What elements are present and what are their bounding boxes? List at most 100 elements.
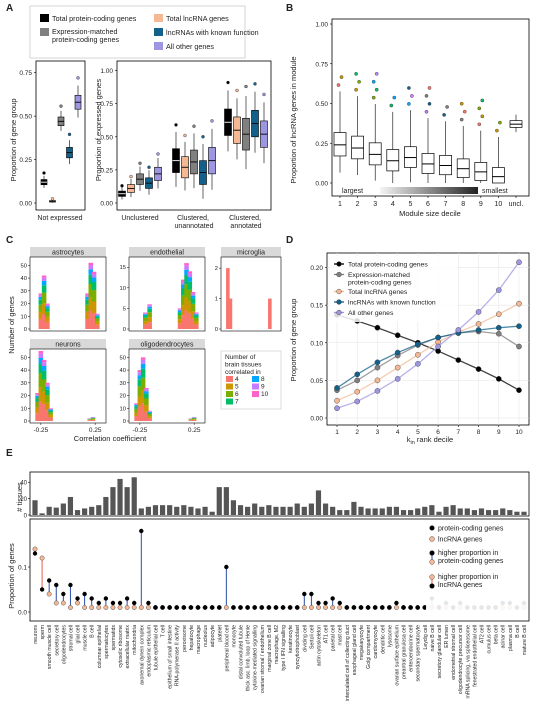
c-hist-segment bbox=[41, 280, 47, 286]
legend-a-swatch-0 bbox=[40, 14, 49, 22]
c-hist-segment bbox=[38, 353, 44, 358]
panel-d-ylabel: Proportion of gene group bbox=[289, 299, 298, 382]
e-protein-point bbox=[89, 596, 94, 601]
legend-c-swatch bbox=[252, 376, 259, 382]
c-hist-segment bbox=[38, 358, 44, 364]
e-category-label: secretory glandular cell bbox=[437, 625, 443, 678]
c-hist-segment bbox=[87, 419, 92, 420]
c-ytick-label: 15 bbox=[120, 265, 126, 271]
e-protein-point bbox=[408, 605, 413, 610]
e-top-bar bbox=[500, 508, 506, 515]
a-expressed-outlier bbox=[183, 133, 187, 138]
d-xtick-label: 8 bbox=[477, 429, 481, 436]
c-hist-segment bbox=[190, 298, 196, 304]
e-category-label: Leydig cell bbox=[423, 625, 429, 650]
c-ytick-label: 30 bbox=[21, 381, 27, 387]
e-category-label: secretory cell bbox=[54, 625, 60, 656]
e-lncrna-point bbox=[394, 605, 399, 610]
c-hist-segment bbox=[143, 313, 148, 315]
c-hist-segment bbox=[137, 396, 143, 407]
b-outlier bbox=[424, 94, 429, 98]
e-top-bar bbox=[415, 508, 421, 515]
panel-a-group-clustered-annotated: Clustered, annotated bbox=[229, 215, 263, 230]
e-top-bar bbox=[301, 506, 307, 515]
e-category-label: adipocyte bbox=[210, 625, 216, 647]
c-hist-segment bbox=[85, 299, 90, 305]
e-category-label: B cell bbox=[515, 625, 521, 638]
e-lncrna-point bbox=[124, 605, 130, 610]
e-category-label: cytokine-mediated signalling bbox=[253, 625, 259, 690]
e-top-bar bbox=[60, 503, 66, 515]
c-hist-segment bbox=[38, 373, 44, 388]
e-protein-point bbox=[209, 605, 215, 610]
b-outlier bbox=[374, 71, 379, 76]
a-expressed-outlier bbox=[253, 82, 257, 86]
c-hist-segment bbox=[48, 408, 53, 410]
e-top-bar bbox=[174, 506, 180, 515]
e-protein-point bbox=[139, 528, 144, 534]
d-ytick-label: 0.05 bbox=[310, 378, 323, 385]
e-top-bar bbox=[237, 505, 244, 515]
e-protein-point bbox=[160, 605, 165, 610]
panel-b-gradient-right: smallest bbox=[482, 188, 508, 195]
c-hist-segment bbox=[48, 409, 53, 411]
c-hist-segment bbox=[134, 408, 139, 413]
c-hist-segment bbox=[137, 386, 143, 397]
b-xtick-label: 1 bbox=[338, 201, 342, 208]
e-lncrna-point bbox=[138, 605, 144, 610]
e-category-label: cytosolic ribosome bbox=[118, 625, 124, 668]
e-category-label: ER lumen bbox=[444, 625, 450, 648]
e-protein-point bbox=[266, 605, 272, 610]
legend-c-label: 8 bbox=[261, 376, 265, 383]
e-top-bar bbox=[89, 506, 95, 515]
e-legend-lnc-dot bbox=[429, 536, 435, 542]
d-point bbox=[354, 371, 361, 378]
c-hist-segment bbox=[143, 315, 148, 318]
legend-c-swatch bbox=[252, 391, 259, 397]
d-point bbox=[354, 398, 361, 405]
e-category-label: macrophage, M2 bbox=[274, 625, 280, 664]
d-point bbox=[415, 341, 421, 348]
c-hist-segment bbox=[45, 306, 50, 309]
e-top-bar bbox=[39, 513, 45, 515]
e-protein-point bbox=[422, 605, 427, 610]
c-hist-segment bbox=[177, 315, 183, 320]
legend-d: Total protein-coding genes Expression-mat… bbox=[330, 256, 458, 322]
e-lncrna-point bbox=[110, 605, 116, 610]
panel-a-label: A bbox=[6, 3, 13, 14]
e-protein-point bbox=[309, 591, 314, 597]
e-lncrna-point bbox=[223, 605, 229, 610]
e-legend-pc-label: protein-coding genes bbox=[438, 526, 504, 533]
e-top-bar bbox=[379, 508, 385, 515]
c-hist-segment bbox=[177, 312, 183, 315]
e-protein-point bbox=[61, 591, 66, 597]
b-xtick-label: 9 bbox=[479, 201, 483, 208]
a-expressed-outlier bbox=[226, 80, 230, 85]
c-hist-segment bbox=[181, 281, 186, 285]
e-legend-lnc-label: lncRNA genes bbox=[438, 537, 483, 544]
panel-a-ylabel-left: Proportion of gene group bbox=[9, 99, 18, 182]
e-top-bar bbox=[330, 506, 336, 515]
c-hist-segment bbox=[95, 314, 100, 316]
e-top-bar bbox=[521, 511, 527, 515]
c-ytick-label: 20 bbox=[120, 394, 126, 400]
a-expressed-outlier bbox=[129, 174, 133, 179]
c-hist-segment bbox=[194, 313, 199, 315]
e-category-label: plasma cell bbox=[508, 625, 514, 651]
c-hist-segment bbox=[194, 314, 199, 316]
b-outlier bbox=[354, 87, 358, 92]
c-hist-segment bbox=[88, 269, 94, 275]
e-category-label: oligodendrocyte precursor cell bbox=[458, 625, 464, 694]
c-hist-segment bbox=[184, 310, 189, 329]
c-hist-segment bbox=[177, 323, 183, 329]
c-ytick-label: 20 bbox=[21, 394, 27, 400]
panel-c-ylabel: Number of genes bbox=[7, 296, 16, 354]
d-point bbox=[435, 334, 441, 341]
d-legend-point bbox=[336, 261, 342, 267]
c-hist-segment bbox=[190, 293, 196, 296]
d-point bbox=[495, 376, 502, 382]
legend-a-label-0: Total protein-coding genes bbox=[52, 14, 137, 23]
c-hist-segment bbox=[85, 311, 90, 320]
c-hist-segment bbox=[190, 311, 196, 319]
e-bottom-ytick-label: 0.1 bbox=[18, 565, 27, 572]
